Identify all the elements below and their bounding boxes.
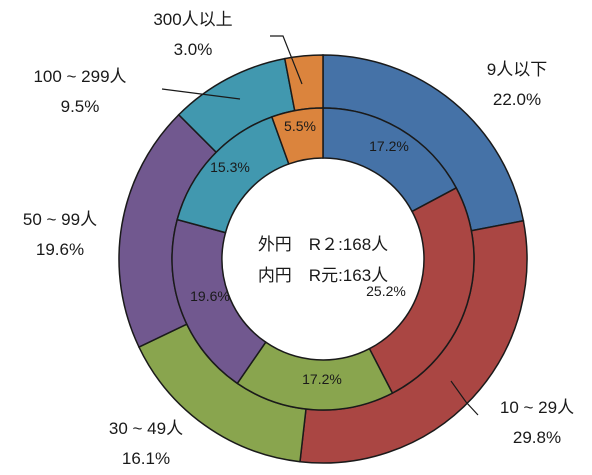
leader-line-10-29: [450, 380, 479, 416]
outer-ring-labels: 9人以下 22.0% 10 ~ 29人 29.8% 30 ~ 49人 16.1% 50 ~ …: [23, 10, 574, 468]
outer-ring: [118, 54, 528, 464]
inner-ring-labels: 17.2% 25.2% 17.2% 19.6% 15.3% 5.5%: [190, 118, 409, 387]
outer-category-label-5: 100 ~ 299人: [33, 67, 126, 86]
center-text-inner: 内円 R元:163人: [258, 266, 388, 285]
outer-category-label-1: 9人以下: [487, 60, 547, 79]
inner-value-label-4: 19.6%: [190, 288, 230, 304]
outer-category-label-3: 30 ~ 49人: [109, 419, 183, 438]
center-text-outer: 外円 R２:168人: [258, 235, 388, 254]
outer-category-label-2: 10 ~ 29人: [500, 398, 574, 417]
outer-category-label-4: 50 ~ 99人: [23, 210, 97, 229]
leader-line-300-plus: [270, 35, 303, 85]
outer-category-label-6: 300人以上: [153, 10, 232, 29]
inner-value-label-3: 17.2%: [302, 371, 342, 387]
outer-value-label-2: 29.8%: [513, 428, 561, 447]
inner-value-label-1: 17.2%: [369, 138, 409, 154]
inner-value-label-2: 25.2%: [366, 283, 406, 299]
inner-value-label-5: 15.3%: [210, 159, 250, 175]
center-legend: 外円 R２:168人 内円 R元:163人: [258, 235, 388, 285]
outer-value-label-6: 3.0%: [174, 40, 213, 59]
inner-ring: [171, 107, 475, 411]
inner-value-label-6: 5.5%: [284, 118, 316, 134]
outer-value-label-3: 16.1%: [122, 449, 170, 468]
leader-lines: [161, 35, 479, 416]
inner-slice-6: [270, 107, 324, 165]
outer-value-label-4: 19.6%: [36, 240, 84, 259]
outer-value-label-1: 22.0%: [493, 90, 541, 109]
leader-line-100-299: [161, 88, 241, 100]
outer-value-label-5: 9.5%: [61, 97, 100, 116]
